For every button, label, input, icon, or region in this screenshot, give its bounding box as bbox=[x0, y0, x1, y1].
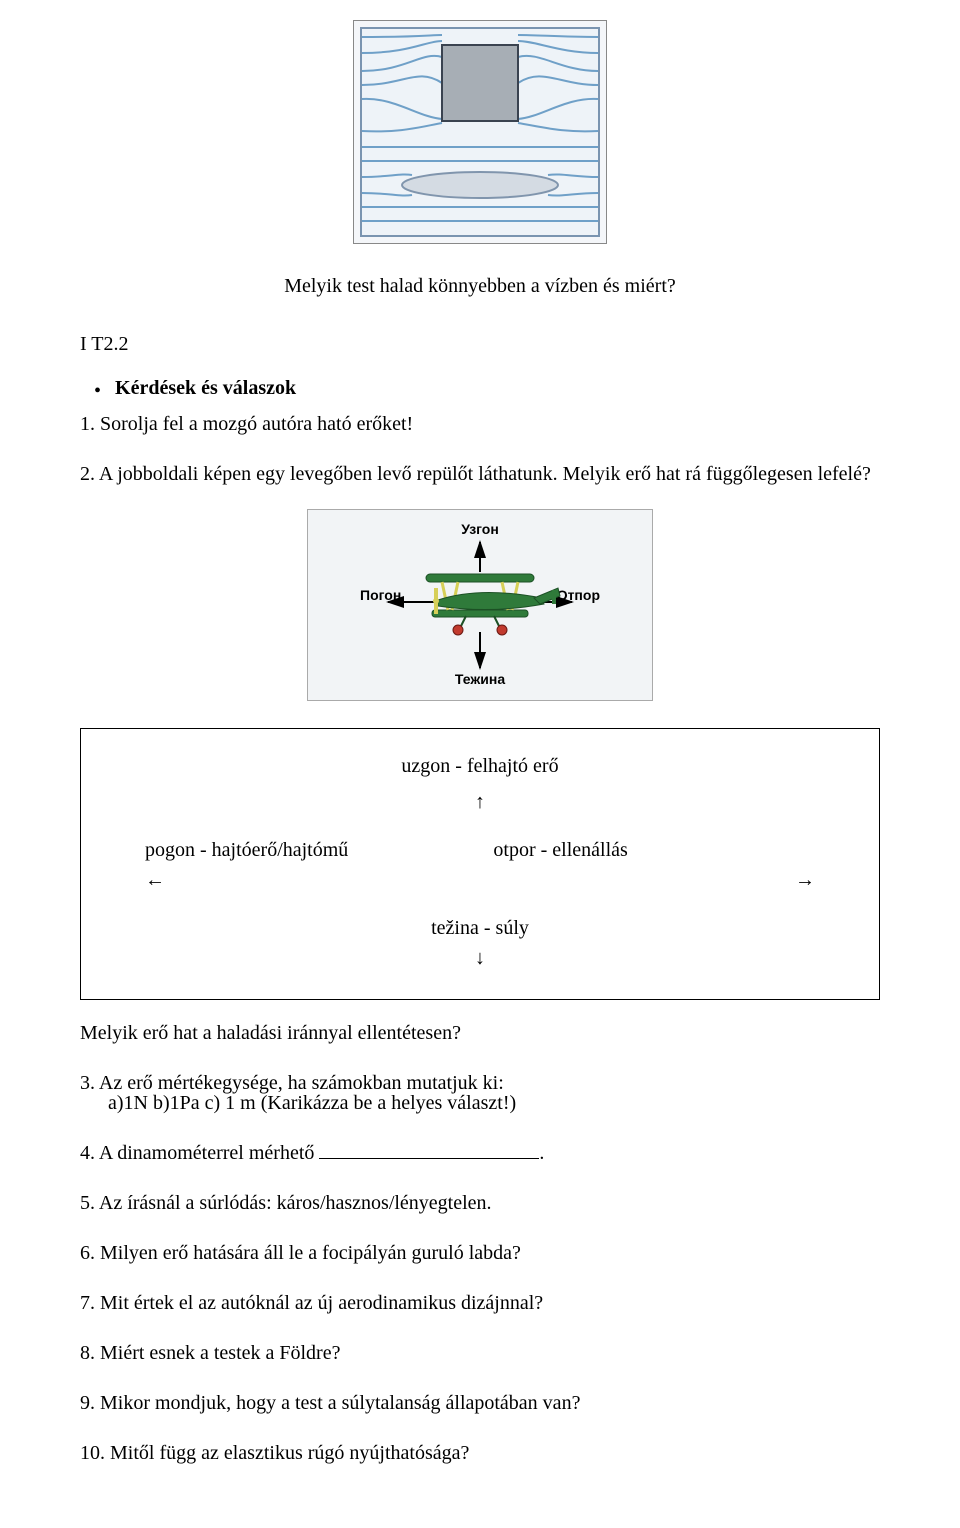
force-left-arrow: ← bbox=[145, 865, 467, 895]
question-after-box: Melyik erő hat a haladási iránnyal ellen… bbox=[80, 1018, 880, 1048]
question-3-line2: a)1N b)1Pa c) 1 m (Karikázza be a helyes… bbox=[108, 1088, 880, 1118]
label-left: Погон bbox=[360, 587, 401, 603]
force-left-label: pogon - hajtóerő/hajtómű bbox=[145, 835, 467, 865]
question-4-pre: 4. A dinamométerrel mérhető bbox=[80, 1142, 319, 1164]
plane-figure: Узгон Погон Отпор Тежина bbox=[307, 509, 653, 701]
top-caption: Melyik test halad könnyebben a vízben és… bbox=[80, 271, 880, 301]
blank-line bbox=[319, 1158, 539, 1159]
force-up-arrow: ↑ bbox=[115, 787, 845, 817]
question-10: 10. Mitől függ az elasztikus rúgó nyújth… bbox=[80, 1438, 880, 1468]
bullet-icon: • bbox=[94, 381, 101, 401]
bullet-heading-row: • Kérdések és válaszok bbox=[94, 373, 880, 403]
force-down-label: težina - súly bbox=[115, 913, 845, 943]
question-8: 8. Miért esnek a testek a Földre? bbox=[80, 1338, 880, 1368]
force-diagram-box: uzgon - felhajtó erő ↑ pogon - hajtóerő/… bbox=[80, 728, 880, 1000]
label-down: Тежина bbox=[455, 671, 505, 687]
force-down-arrow: ↓ bbox=[115, 943, 845, 973]
question-9: 9. Mikor mondjuk, hogy a test a súlytala… bbox=[80, 1388, 880, 1418]
question-6: 6. Milyen erő hatására áll le a focipály… bbox=[80, 1238, 880, 1268]
question-5: 5. Az írásnál a súrlódás: káros/hasznos/… bbox=[80, 1188, 880, 1218]
plane-figure-container: Узгон Погон Отпор Тежина bbox=[80, 509, 880, 710]
top-figure-container bbox=[80, 20, 880, 253]
question-4: 4. A dinamométerrel mérhető . bbox=[80, 1138, 880, 1168]
force-right-arrow: → bbox=[493, 865, 815, 895]
force-up-label: uzgon - felhajtó erő bbox=[115, 751, 845, 781]
label-right: Отпор bbox=[557, 587, 600, 603]
question-2: 2. A jobboldali képen egy levegőben levő… bbox=[80, 459, 880, 489]
question-7: 7. Mit értek el az autóknál az új aerodi… bbox=[80, 1288, 880, 1318]
flow-figure bbox=[353, 20, 607, 244]
bullet-heading: Kérdések és válaszok bbox=[115, 373, 296, 403]
label-up: Узгон bbox=[461, 521, 499, 537]
question-4-post: . bbox=[539, 1142, 544, 1164]
section-code: I T2.2 bbox=[80, 329, 880, 359]
question-1: 1. Sorolja fel a mozgó autóra ható erőke… bbox=[80, 409, 880, 439]
force-right-label: otpor - ellenállás bbox=[493, 835, 815, 865]
